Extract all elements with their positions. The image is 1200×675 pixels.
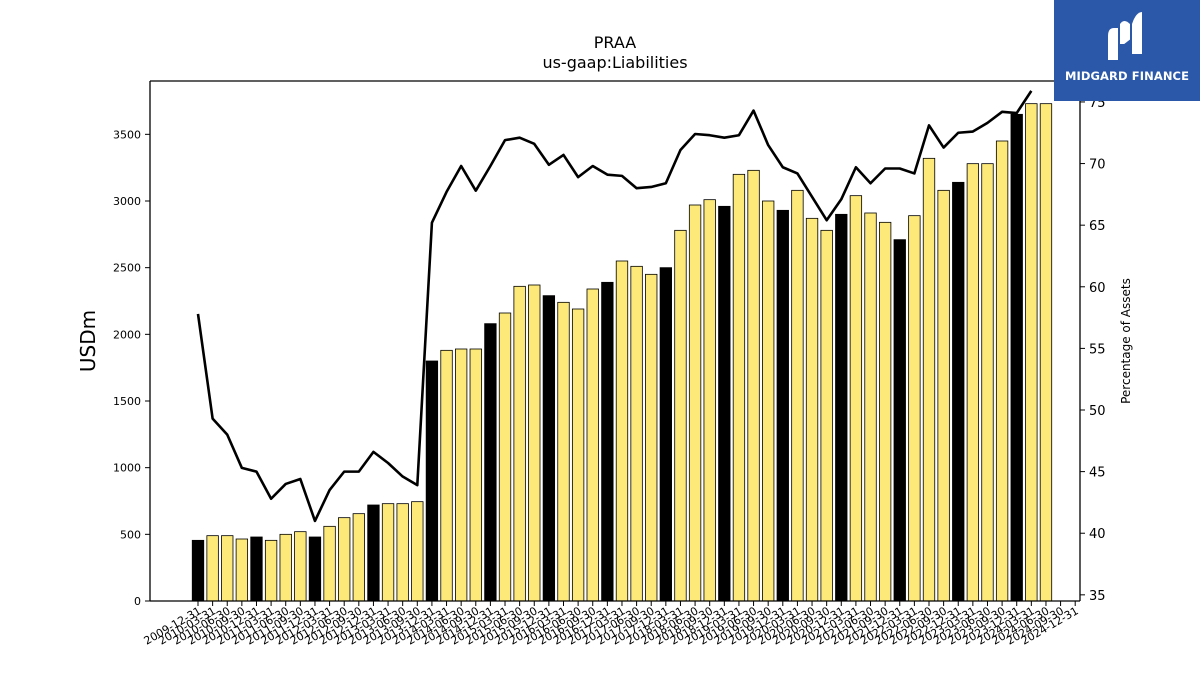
bar <box>674 229 687 602</box>
bar <box>1039 103 1053 602</box>
bar <box>820 229 833 602</box>
bar <box>308 536 322 602</box>
bar <box>367 504 380 602</box>
bar <box>908 215 921 602</box>
y2-tick-label: 55 <box>1089 342 1106 357</box>
y-tick-label: 2500 <box>113 262 141 275</box>
bar <box>703 199 716 602</box>
percentage-line <box>196 90 1033 523</box>
bar <box>264 539 278 602</box>
bar <box>440 349 453 602</box>
bar <box>586 288 599 602</box>
bar <box>528 284 541 602</box>
bar <box>952 181 965 602</box>
bar <box>791 189 804 602</box>
bar <box>849 195 863 602</box>
bar <box>425 360 439 602</box>
y2-tick-label: 35 <box>1089 589 1106 604</box>
bar <box>338 517 351 602</box>
y-tick-label: 1500 <box>113 395 141 408</box>
y-tick-label: 3500 <box>113 128 141 141</box>
bar <box>805 217 819 602</box>
bar <box>396 503 409 602</box>
y2-tick-label: 45 <box>1089 466 1106 481</box>
bar <box>732 173 746 602</box>
chart-subtitle: us-gaap:Liabilities <box>542 53 687 72</box>
bar <box>878 221 892 602</box>
bar <box>922 157 936 602</box>
bar <box>191 539 205 602</box>
bar <box>995 140 1009 602</box>
y2-tick-label: 50 <box>1089 404 1106 419</box>
y2-tick-label: 70 <box>1089 158 1106 173</box>
bar <box>659 267 672 602</box>
bar <box>937 189 950 602</box>
bar <box>762 200 775 602</box>
midgard-logo-icon <box>1108 12 1142 60</box>
bar <box>455 348 468 602</box>
bar <box>864 212 877 602</box>
bar <box>323 525 336 602</box>
bar <box>381 503 395 602</box>
bar <box>279 533 292 602</box>
bar <box>557 301 570 602</box>
bar <box>630 265 643 602</box>
bar <box>221 535 234 602</box>
bar-series <box>191 103 1053 602</box>
bar <box>513 285 526 602</box>
y2-tick-label: 65 <box>1089 219 1106 234</box>
brand-name: MIDGARD FINANCE <box>1064 69 1190 83</box>
bar <box>206 535 219 602</box>
chart-title: PRAA <box>594 33 637 52</box>
y2-tick-label: 40 <box>1089 527 1106 542</box>
bar <box>981 163 994 602</box>
bar <box>688 204 702 602</box>
bar <box>294 531 307 602</box>
bar <box>776 209 789 602</box>
line-series <box>196 90 1033 523</box>
bar <box>835 213 848 602</box>
bar <box>250 536 263 602</box>
y-tick-label: 2000 <box>113 328 141 341</box>
bar <box>411 501 424 602</box>
bar <box>645 273 658 602</box>
bar <box>966 163 980 602</box>
y-tick-label: 500 <box>120 528 141 541</box>
bar <box>1010 113 1023 602</box>
bar <box>498 312 512 602</box>
bar <box>718 205 731 602</box>
y2-tick-label: 60 <box>1089 281 1106 296</box>
bar <box>601 281 614 602</box>
y-tick-label: 1000 <box>113 462 141 475</box>
bar <box>747 169 760 602</box>
bar <box>1025 103 1038 602</box>
bar <box>615 260 629 602</box>
y-axis-label: USDm <box>76 310 100 372</box>
bar <box>542 295 556 602</box>
y-tick-label: 3000 <box>113 195 141 208</box>
axes: 0 500 1000 1500 2000 2500 3000 3500 35 40 45 50 55 60… <box>113 80 1106 648</box>
bar <box>352 513 365 602</box>
bar <box>893 239 906 602</box>
bar <box>469 348 482 602</box>
bar <box>484 323 497 602</box>
bar <box>235 538 249 602</box>
y2-axis-label: Percentage of Assets <box>1119 278 1133 404</box>
bar <box>571 308 585 602</box>
y-tick-label: 0 <box>134 595 141 608</box>
brand-logo: MIDGARD FINANCE <box>1054 0 1200 101</box>
